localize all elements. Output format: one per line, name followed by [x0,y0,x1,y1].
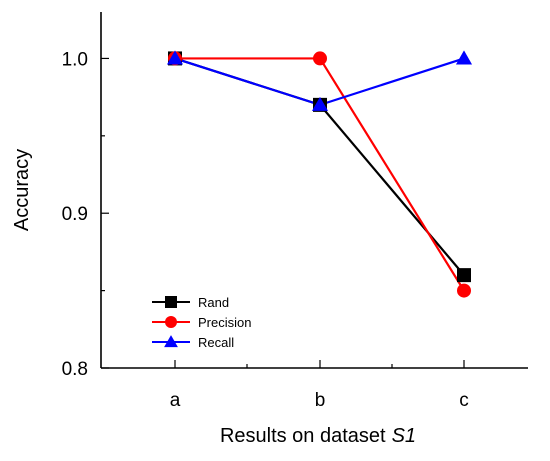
point-precision [457,283,471,298]
y-ticks: 0.8 0.9 1.0 [62,49,109,380]
x-axis-title-italic: S1 [392,425,416,447]
series-line-rand [174,57,465,276]
legend-marker-recall [164,335,178,348]
x-ticks: a b c [170,360,469,411]
legend-label-precision: Precision [198,315,251,330]
x-tick-label: c [459,390,469,411]
point-precision [313,51,327,66]
x-tick-label: a [170,390,181,411]
legend-marker-rand [165,296,177,308]
y-tick-label: 0.8 [62,359,88,380]
x-axis-title-main: Results on dataset [220,425,386,447]
series-lines [174,57,465,292]
series-markers [166,50,473,298]
y-axis-title: Accuracy [11,149,33,231]
series-line-precision [175,57,465,292]
y-tick-label: 1.0 [62,49,88,70]
legend-label-recall: Recall [198,335,234,350]
x-axis-title: Results on dataset S1 [220,425,416,447]
legend-marker-precision [165,316,177,328]
point-recall [166,50,184,65]
axes [100,12,528,369]
y-tick-label: 0.9 [62,204,88,225]
point-recall [455,50,473,65]
legend-label-rand: Rand [198,295,229,310]
legend: Rand Precision Recall [152,295,251,350]
x-tick-label: b [315,390,326,411]
point-rand [457,268,471,283]
point-recall [311,96,329,111]
